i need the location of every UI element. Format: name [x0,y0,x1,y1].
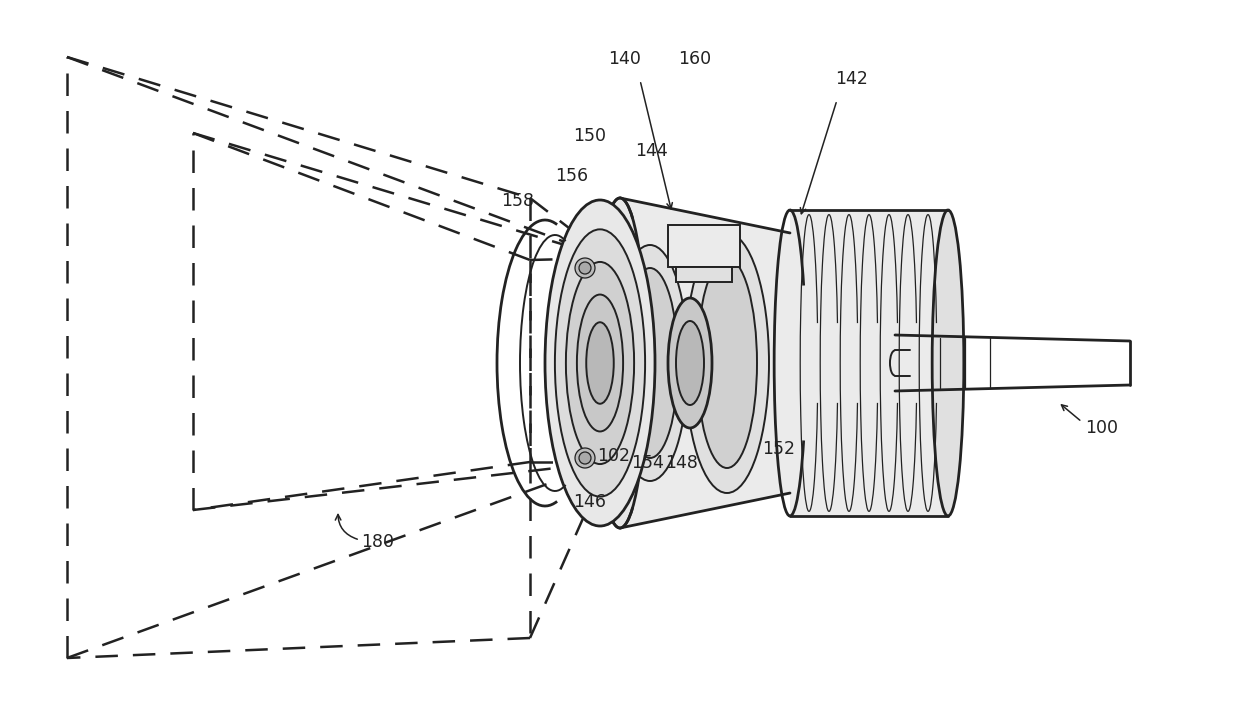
Text: 140: 140 [609,50,641,68]
Ellipse shape [594,198,646,528]
Ellipse shape [577,294,622,431]
Text: 156: 156 [556,167,589,185]
Ellipse shape [932,210,963,516]
Polygon shape [620,198,790,528]
Ellipse shape [668,298,712,428]
Text: 102: 102 [598,447,630,465]
Ellipse shape [613,245,688,481]
Polygon shape [676,267,732,282]
Text: 148: 148 [666,454,698,472]
Ellipse shape [676,321,704,405]
Text: 152: 152 [763,440,795,458]
Ellipse shape [554,230,645,497]
Ellipse shape [579,262,591,274]
Polygon shape [668,225,740,267]
Ellipse shape [684,233,769,493]
Text: 154: 154 [631,454,665,472]
Ellipse shape [697,258,756,468]
Ellipse shape [587,323,614,404]
Text: 158: 158 [501,192,534,210]
Text: 150: 150 [573,127,606,145]
Ellipse shape [579,452,591,464]
Ellipse shape [622,268,678,458]
Ellipse shape [575,448,595,468]
Text: 144: 144 [636,142,668,160]
Ellipse shape [565,262,634,464]
Ellipse shape [546,200,655,526]
Ellipse shape [575,258,595,278]
Text: 100: 100 [1085,419,1118,437]
Text: 142: 142 [835,70,868,88]
Polygon shape [790,210,949,516]
Text: 146: 146 [573,493,606,511]
Text: 160: 160 [678,50,712,68]
Text: 180: 180 [362,533,394,551]
